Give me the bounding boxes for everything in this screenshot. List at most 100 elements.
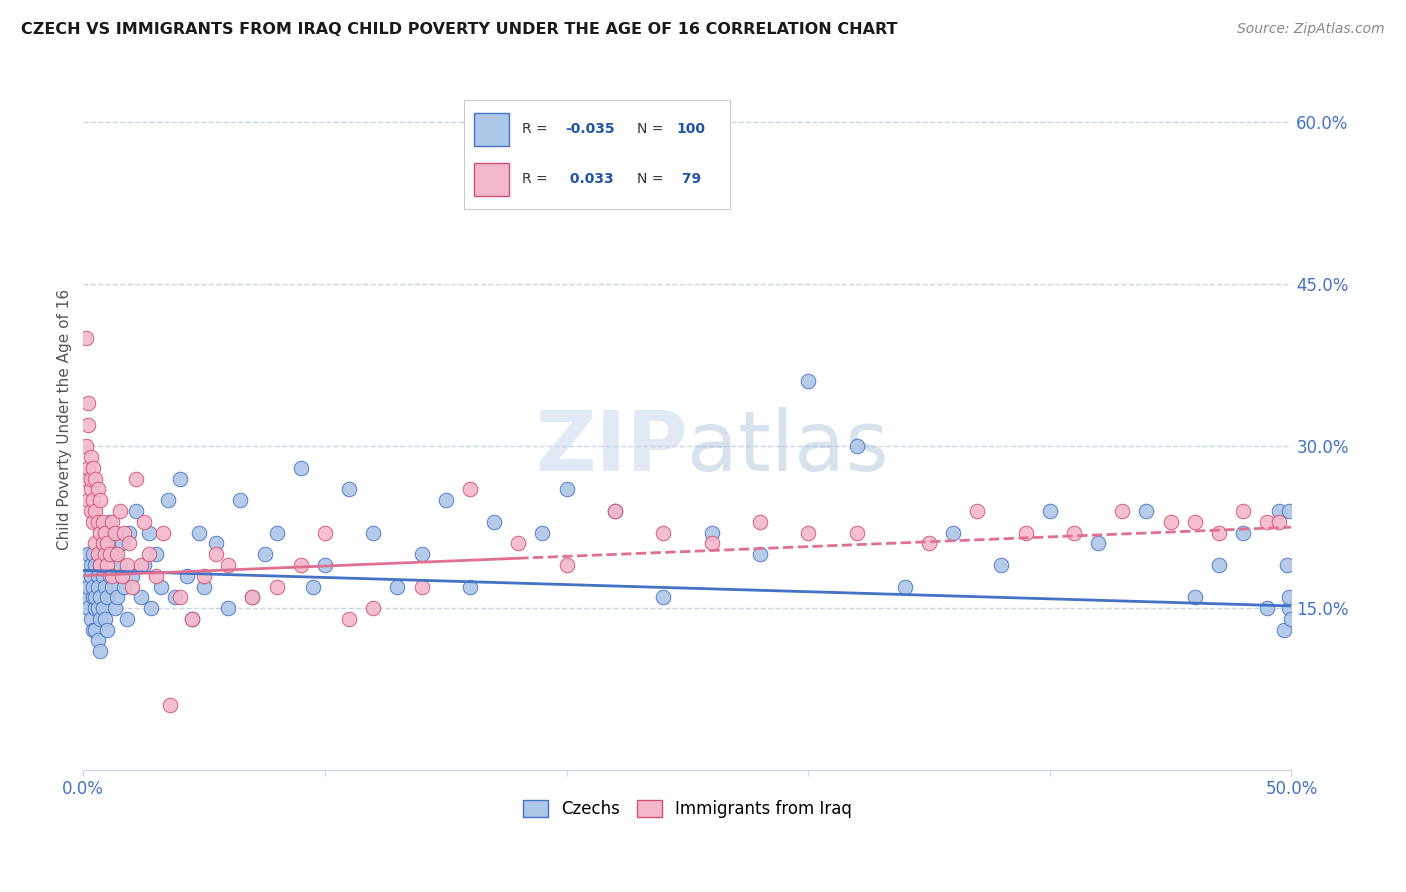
Point xyxy=(1063,525,1085,540)
Point xyxy=(125,504,148,518)
Point xyxy=(94,547,117,561)
Point xyxy=(77,493,100,508)
Point xyxy=(555,483,578,497)
Point xyxy=(115,558,138,572)
Point xyxy=(1039,504,1062,518)
Point xyxy=(1111,504,1133,518)
Point xyxy=(797,375,820,389)
Point xyxy=(121,580,143,594)
Point xyxy=(121,568,143,582)
Text: CZECH VS IMMIGRANTS FROM IRAQ CHILD POVERTY UNDER THE AGE OF 16 CORRELATION CHAR: CZECH VS IMMIGRANTS FROM IRAQ CHILD POVE… xyxy=(21,22,897,37)
Point xyxy=(91,515,114,529)
Point xyxy=(77,601,100,615)
Point xyxy=(87,633,110,648)
Point xyxy=(1184,515,1206,529)
Point xyxy=(79,558,101,572)
Point xyxy=(91,547,114,561)
Point xyxy=(138,525,160,540)
Point xyxy=(84,472,107,486)
Point xyxy=(242,591,264,605)
Point xyxy=(1014,525,1036,540)
Point xyxy=(193,580,215,594)
Point xyxy=(89,558,111,572)
Point xyxy=(89,525,111,540)
Point xyxy=(77,460,100,475)
Point xyxy=(84,591,107,605)
Point xyxy=(82,460,104,475)
Point xyxy=(361,525,384,540)
Point xyxy=(145,547,167,561)
Point xyxy=(266,525,288,540)
Point xyxy=(89,493,111,508)
Point xyxy=(104,525,127,540)
Point xyxy=(169,472,191,486)
Point xyxy=(181,612,204,626)
Point xyxy=(87,580,110,594)
Point xyxy=(176,568,198,582)
Point xyxy=(1208,525,1230,540)
Point xyxy=(79,472,101,486)
Point xyxy=(159,698,181,713)
Point xyxy=(87,568,110,582)
Point xyxy=(434,493,457,508)
Point xyxy=(253,547,276,561)
Point xyxy=(98,547,121,561)
Point xyxy=(132,558,155,572)
Point xyxy=(91,536,114,550)
Point xyxy=(111,568,134,582)
Point xyxy=(242,591,264,605)
Point xyxy=(1278,601,1301,615)
Point xyxy=(104,547,127,561)
Point xyxy=(87,483,110,497)
Point xyxy=(1160,515,1182,529)
Point xyxy=(1232,525,1254,540)
Point xyxy=(700,536,723,550)
Point xyxy=(1208,558,1230,572)
Point xyxy=(79,450,101,464)
Point xyxy=(205,547,228,561)
Point xyxy=(87,515,110,529)
Legend: Czechs, Immigrants from Iraq: Czechs, Immigrants from Iraq xyxy=(516,793,859,825)
Point xyxy=(105,591,128,605)
Point xyxy=(1256,515,1278,529)
Point xyxy=(108,558,131,572)
Point xyxy=(152,525,174,540)
Point xyxy=(1268,515,1291,529)
Point xyxy=(290,558,312,572)
Point xyxy=(89,591,111,605)
Point xyxy=(104,601,127,615)
Point xyxy=(652,525,675,540)
Point xyxy=(75,591,97,605)
Point xyxy=(156,493,179,508)
Point xyxy=(98,568,121,582)
Point xyxy=(1268,504,1291,518)
Point xyxy=(77,396,100,410)
Point xyxy=(169,591,191,605)
Point xyxy=(603,504,626,518)
Point xyxy=(1087,536,1109,550)
Point xyxy=(118,525,141,540)
Point xyxy=(101,568,124,582)
Point xyxy=(337,612,360,626)
Point xyxy=(990,558,1012,572)
Text: ZIP: ZIP xyxy=(534,407,688,488)
Text: atlas: atlas xyxy=(688,407,889,488)
Point xyxy=(84,504,107,518)
Point xyxy=(302,580,325,594)
Point xyxy=(94,580,117,594)
Point xyxy=(105,547,128,561)
Point xyxy=(96,623,118,637)
Point xyxy=(181,612,204,626)
Text: Source: ZipAtlas.com: Source: ZipAtlas.com xyxy=(1237,22,1385,37)
Point xyxy=(77,417,100,432)
Point xyxy=(129,591,152,605)
Point xyxy=(82,591,104,605)
Point xyxy=(91,601,114,615)
Point xyxy=(101,580,124,594)
Point xyxy=(1135,504,1157,518)
Point xyxy=(1278,591,1301,605)
Point xyxy=(89,644,111,658)
Point xyxy=(108,504,131,518)
Point xyxy=(75,568,97,582)
Point xyxy=(84,623,107,637)
